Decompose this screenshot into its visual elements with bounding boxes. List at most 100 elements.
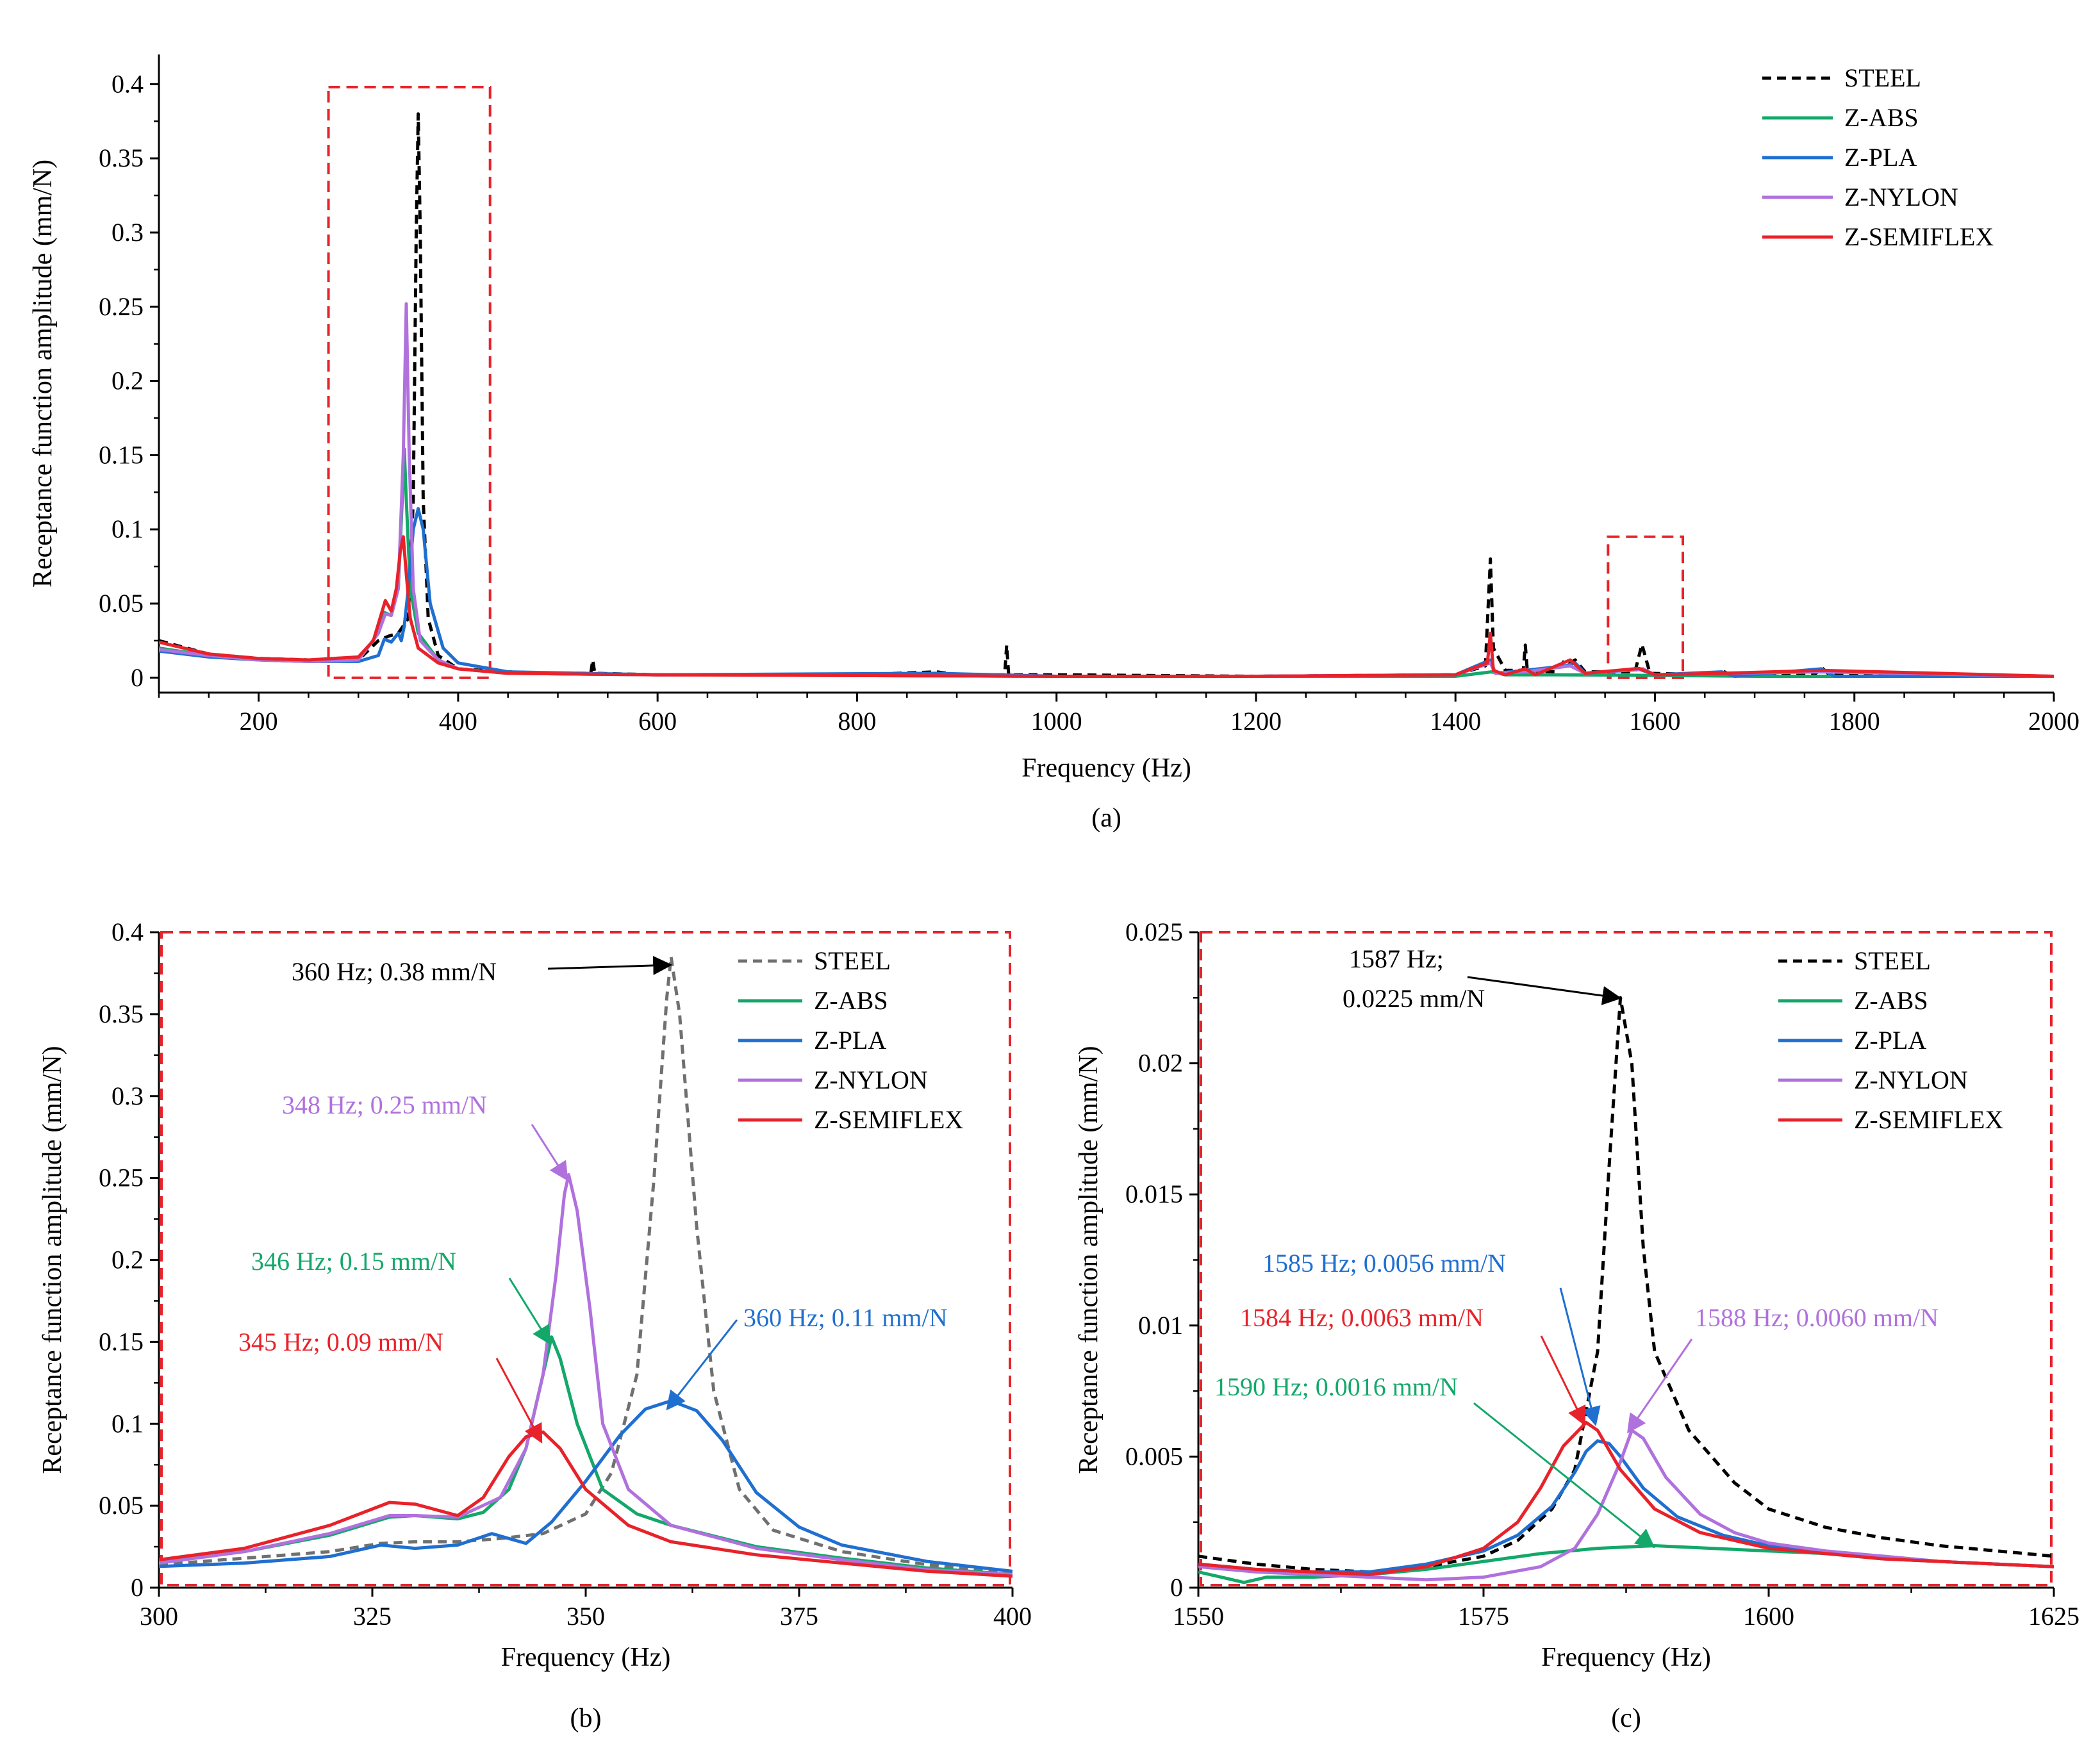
zoom-box (327, 85, 492, 679)
legend: STEEL Z-ABS Z-PLA Z-NYLON Z-SEMIFLEX (1762, 63, 1994, 251)
annotation-label: 1588 Hz; 0.0060 mm/N (1695, 1303, 1939, 1332)
x-axis-label: Frequency (Hz) (1021, 753, 1191, 783)
y-tick-label: 0.015 (1125, 1180, 1183, 1208)
y-tick-label: 0.25 (99, 1164, 144, 1192)
legend-label: Z-PLA (814, 1026, 886, 1055)
panel-label: (b) (570, 1704, 602, 1733)
series-group (159, 112, 2054, 678)
annotation-arrow (666, 1319, 738, 1411)
series-line-z-nylon (1198, 1429, 2054, 1582)
x-tick-label: 1600 (1743, 1602, 1794, 1631)
annotation-label: 348 Hz; 0.25 mm/N (282, 1090, 487, 1119)
legend-label: Z-SEMIFLEX (814, 1105, 963, 1134)
annotation-arrow (508, 1278, 551, 1345)
x-tick-label: 325 (353, 1602, 392, 1631)
zoom-frame (160, 931, 1011, 1586)
y-tick-label: 0.3 (112, 1082, 144, 1110)
series-line-steel (159, 112, 2054, 678)
x-tick-label: 1575 (1458, 1602, 1509, 1631)
panel-label: (c) (1611, 1704, 1641, 1733)
y-tick-label: 0.02 (1138, 1049, 1183, 1078)
y-tick-label: 0.35 (99, 144, 144, 172)
series-line-z-semiflex (1198, 1420, 2054, 1576)
annotation-arrow (495, 1358, 543, 1444)
x-tick-label: 1600 (1629, 707, 1680, 736)
x-tick-label: 1550 (1173, 1602, 1224, 1631)
annotation-arrow (1467, 976, 1622, 1005)
panel-label: (a) (1091, 803, 1121, 833)
legend-label: Z-PLA (1844, 143, 1917, 172)
x-tick-label: 1800 (1829, 707, 1880, 736)
x-tick-label: 300 (140, 1602, 178, 1631)
x-tick-label: 400 (439, 707, 477, 736)
x-tick-label: 600 (638, 707, 677, 736)
legend-label: Z-SEMIFLEX (1844, 222, 1994, 251)
annotation-arrow (1559, 1287, 1601, 1427)
y-tick-label: 0.25 (99, 292, 144, 321)
legend-label: Z-PLA (1854, 1026, 1926, 1055)
y-axis-label: Receptance function amplitude (mm/N) (1074, 1046, 1104, 1474)
x-tick-label: 800 (838, 707, 876, 736)
x-axis-label: Frequency (Hz) (501, 1643, 671, 1672)
zoom-frame (1200, 931, 2053, 1586)
x-tick-label: 1400 (1430, 707, 1481, 736)
y-tick-label: 0.1 (112, 1409, 144, 1438)
y-tick-label: 0.05 (99, 1491, 144, 1520)
legend-label: Z-ABS (814, 986, 888, 1015)
zoom-box (1607, 535, 1685, 679)
annotation-label: 346 Hz; 0.15 mm/N (251, 1247, 456, 1276)
legend-label: STEEL (1844, 63, 1921, 92)
legend-label: STEEL (814, 946, 891, 975)
y-tick-label: 0 (131, 1573, 144, 1602)
series-line-z-pla (159, 1399, 1013, 1573)
series-line-z-pla (1198, 1439, 2054, 1574)
legend-label: Z-ABS (1854, 986, 1928, 1015)
y-tick-label: 0.4 (112, 917, 144, 946)
annotation-label-2: 0.0225 mm/N (1343, 984, 1485, 1013)
x-tick-label: 200 (240, 707, 278, 736)
annotation-label: 1584 Hz; 0.0063 mm/N (1240, 1303, 1484, 1332)
annotation-arrow (1540, 1335, 1586, 1426)
y-tick-label: 0.3 (112, 218, 144, 247)
y-tick-label: 0 (131, 663, 144, 692)
y-axis-label: Receptance function amplitude (mm/N) (28, 160, 58, 588)
annotation-label: 1585 Hz; 0.0056 mm/N (1262, 1249, 1506, 1278)
y-tick-label: 0.025 (1125, 917, 1183, 946)
series-line-z-semiflex (159, 535, 2054, 678)
y-tick-label: 0 (1170, 1573, 1183, 1602)
y-tick-label: 0.1 (112, 514, 144, 543)
x-tick-label: 2000 (2028, 707, 2079, 736)
series-line-z-abs (159, 1335, 1013, 1576)
x-axis-label: Frequency (Hz) (1541, 1643, 1711, 1672)
x-tick-label: 350 (566, 1602, 605, 1631)
panel-b: 300 325 350 375 400 0 0.05 0.1 0.15 0.2 0.25 0.3 0.3… (38, 917, 1032, 1733)
y-tick-label: 0.15 (99, 1327, 144, 1356)
legend-label: Z-NYLON (1844, 183, 1958, 211)
y-tick-label: 0.005 (1125, 1442, 1183, 1470)
series-line-z-pla (159, 507, 2054, 678)
annotation-label: 1587 Hz; (1349, 944, 1444, 973)
y-tick-label: 0.15 (99, 440, 144, 469)
series-line-z-nylon (159, 1173, 1013, 1576)
annotation-arrow (531, 1124, 568, 1181)
annotation-label: 1590 Hz; 0.0016 mm/N (1214, 1372, 1458, 1401)
annotation-label: 345 Hz; 0.09 mm/N (238, 1328, 443, 1356)
legend-label: Z-NYLON (1854, 1065, 1968, 1094)
panel-c: 1550 1575 1600 1625 0 0.005 0.01 0.015 0.02 0.025… (1074, 917, 2079, 1733)
x-tick-label: 1625 (2028, 1602, 2079, 1631)
legend-label: Z-NYLON (814, 1065, 928, 1094)
legend: STEEL Z-ABS Z-PLA Z-NYLON Z-SEMIFLEX (1778, 946, 2003, 1134)
legend-label: Z-SEMIFLEX (1854, 1105, 2003, 1134)
annotation-label: 360 Hz; 0.11 mm/N (743, 1303, 948, 1332)
legend: STEEL Z-ABS Z-PLA Z-NYLON Z-SEMIFLEX (738, 946, 963, 1134)
x-tick-label: 1000 (1031, 707, 1082, 736)
annotation-arrow (547, 955, 673, 975)
y-tick-label: 0.2 (112, 366, 144, 395)
x-tick-label: 1200 (1230, 707, 1282, 736)
series-line-z-abs (159, 447, 2054, 678)
x-tick-label: 400 (993, 1602, 1032, 1631)
x-tick-label: 375 (780, 1602, 818, 1631)
legend-label: STEEL (1854, 946, 1931, 975)
